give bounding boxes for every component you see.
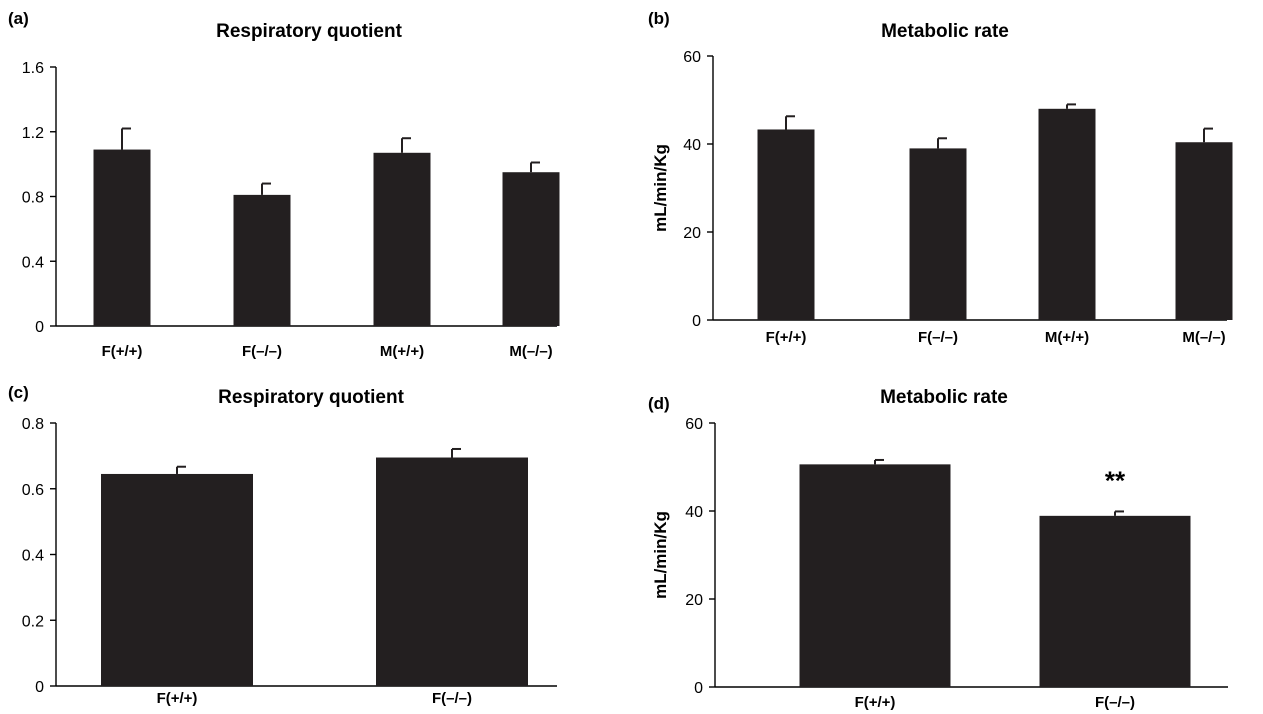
y-tick-label: 0.6: [22, 482, 44, 499]
y-tick-label: 0.2: [22, 613, 44, 630]
y-tick-label: 0: [35, 679, 44, 696]
chart-title: Respiratory quotient: [216, 21, 402, 42]
panel-label: (c): [8, 383, 29, 402]
bar: [799, 464, 951, 687]
chart-panel-2: (b) Metabolic rate mL/min/Kg 0 20 40 60 F(+/+) F…: [648, 9, 1233, 346]
y-tick-label: 0: [35, 319, 44, 336]
y-tick-label: 0.4: [22, 254, 44, 271]
y-tick-label: 0.8: [22, 190, 44, 207]
y-tick-label: 1.2: [22, 125, 44, 142]
chart-panel-4: (d) Metabolic rate mL/min/Kg 0 20 40 60 F(+/+) F…: [648, 387, 1228, 711]
bar: [502, 172, 560, 326]
x-tick-label: M(+/+): [1045, 329, 1089, 346]
chart-title: Metabolic rate: [880, 387, 1008, 408]
panel-label: (a): [8, 9, 29, 28]
significance-annotation: **: [1105, 465, 1126, 495]
y-tick-label: 60: [683, 49, 701, 66]
x-tick-label: F(+/+): [855, 694, 896, 711]
panel-label: (b): [648, 9, 670, 28]
chart-panel-1: (a) Respiratory quotient 0 0.4 0.8 1.2 1.6 F(+/…: [8, 9, 560, 360]
bar: [1039, 515, 1191, 687]
chart-panel-3: (c) Respiratory quotient 0 0.2 0.4 0.6 0.8 F(+/…: [8, 383, 557, 707]
y-tick-label: 0: [692, 313, 701, 330]
x-tick-label: M(+/+): [380, 343, 424, 360]
bar: [373, 152, 431, 326]
y-axis-label: mL/min/Kg: [651, 144, 670, 232]
y-tick-label: 0: [694, 680, 703, 697]
bar: [101, 473, 253, 686]
y-tick-label: 40: [683, 137, 701, 154]
chart-title: Respiratory quotient: [218, 387, 404, 408]
chart-title: Metabolic rate: [881, 21, 1009, 42]
bar: [1038, 108, 1096, 320]
y-axis-label: mL/min/Kg: [651, 511, 670, 599]
x-tick-label: F(–/–): [432, 690, 472, 707]
x-tick-label: F(+/+): [157, 690, 198, 707]
y-tick-label: 40: [685, 504, 703, 521]
x-tick-label: M(–/–): [509, 343, 552, 360]
x-tick-label: M(–/–): [1182, 329, 1225, 346]
bar: [909, 148, 967, 320]
y-tick-label: 20: [685, 592, 703, 609]
x-tick-label: F(+/+): [102, 343, 143, 360]
bar: [93, 149, 151, 326]
y-tick-label: 0.8: [22, 416, 44, 433]
x-tick-label: F(–/–): [242, 343, 282, 360]
x-tick-label: F(–/–): [1095, 694, 1135, 711]
y-tick-label: 20: [683, 225, 701, 242]
bar: [1175, 142, 1233, 320]
y-tick-label: 1.6: [22, 60, 44, 77]
bar: [233, 194, 291, 326]
bar: [757, 129, 815, 320]
x-tick-label: F(–/–): [918, 329, 958, 346]
bar: [376, 457, 528, 686]
x-tick-label: F(+/+): [766, 329, 807, 346]
y-tick-label: 60: [685, 416, 703, 433]
y-tick-label: 0.4: [22, 548, 44, 565]
panel-label: (d): [648, 394, 670, 413]
